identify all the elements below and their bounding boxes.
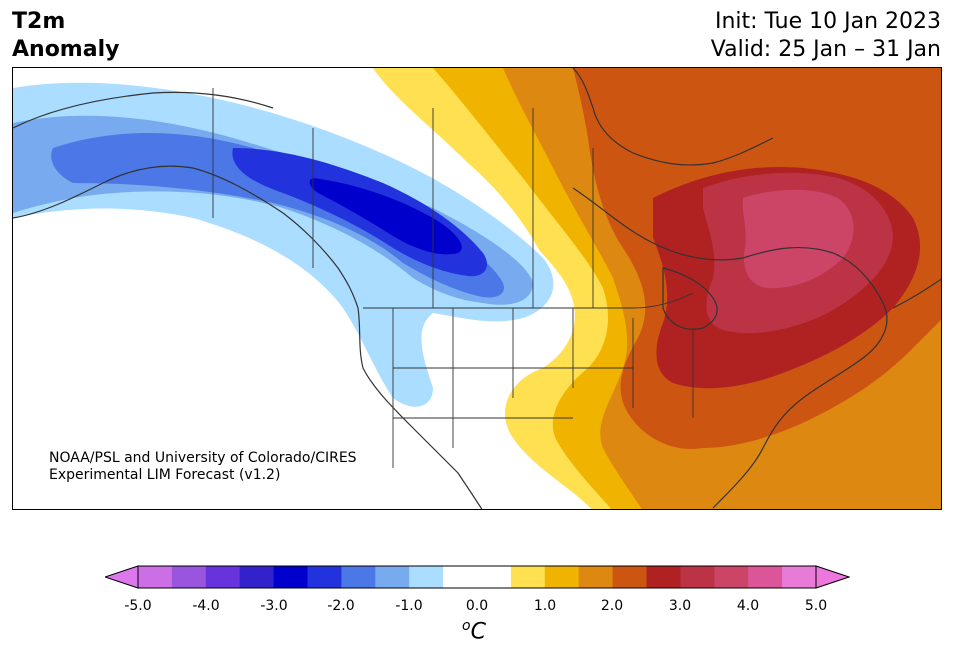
units-label: oC: [462, 618, 486, 644]
date-info: Init: Tue 10 Jan 2023 Valid: 25 Jan – 31…: [711, 8, 941, 64]
colorbar-segment: [409, 566, 444, 588]
colorbar-segment: [341, 566, 376, 588]
colorbar-segment: [375, 566, 410, 588]
map-canvas: [13, 68, 941, 509]
tick-label: -4.0: [192, 598, 220, 614]
colorbar-segment: [510, 566, 546, 588]
colorbar-segment: [171, 566, 207, 588]
tick-label: 1.0: [533, 598, 557, 614]
tick-label: 2.0: [600, 598, 624, 614]
colorbar-frame: [137, 565, 817, 589]
tick-label: -2.0: [327, 598, 355, 614]
cold-mid-blue-region: [51, 133, 504, 298]
warm-rose-region: [742, 189, 854, 289]
title-line-1: T2m: [12, 9, 66, 34]
cold-deep-blue-region: [309, 178, 462, 255]
tick-label: -5.0: [124, 598, 152, 614]
init-date: Init: Tue 10 Jan 2023: [714, 9, 941, 34]
colorbar-segment: [714, 566, 749, 588]
units-degree: o: [462, 618, 471, 634]
tick-label: 5.0: [804, 598, 828, 614]
colorbar-segment: [782, 566, 817, 588]
credit-line-2: Experimental LIM Forecast (v1.2): [49, 467, 281, 483]
coastline-layer: [13, 68, 941, 509]
colorbar-segment: [748, 566, 783, 588]
colorbar: [105, 565, 850, 589]
colorbar-segment: [239, 566, 275, 588]
colorbar-segment: [646, 566, 681, 588]
colorbar-segment: [205, 566, 241, 588]
units-letter: C: [470, 619, 486, 645]
colorbar-high-extension: [815, 565, 850, 589]
colorbar-segment: [544, 566, 580, 588]
border-layer: [212, 88, 694, 468]
colorbar-ticks: -5.0 -4.0 -3.0 -2.0 -1.0 0.0 1.0 2.0 3.0…: [0, 598, 953, 618]
colorbar-segment: [477, 566, 512, 588]
colorbar-low-extension: [105, 565, 139, 589]
tick-label: 0.0: [465, 598, 489, 614]
colorbar-segment: [273, 566, 308, 588]
valid-range: Valid: 25 Jan – 31 Jan: [710, 37, 941, 62]
anomaly-map: [12, 67, 942, 510]
colorbar-segment: [443, 566, 478, 588]
credit-text: NOAA/PSL and University of Colorado/CIRE…: [49, 450, 357, 484]
colorbar-segment: [680, 566, 715, 588]
credit-line-1: NOAA/PSL and University of Colorado/CIRE…: [49, 450, 357, 466]
title-line-2: Anomaly: [12, 37, 120, 62]
colorbar-segment: [578, 566, 614, 588]
colorbar-segment: [612, 566, 647, 588]
tick-label: -1.0: [395, 598, 423, 614]
colorbar-segments: [138, 566, 817, 588]
tick-label: -3.0: [260, 598, 288, 614]
map-title: T2m Anomaly: [12, 8, 119, 64]
colorbar-segment: [138, 566, 173, 588]
tick-label: 4.0: [736, 598, 760, 614]
colorbar-segment: [307, 566, 342, 588]
tick-label: 3.0: [668, 598, 692, 614]
